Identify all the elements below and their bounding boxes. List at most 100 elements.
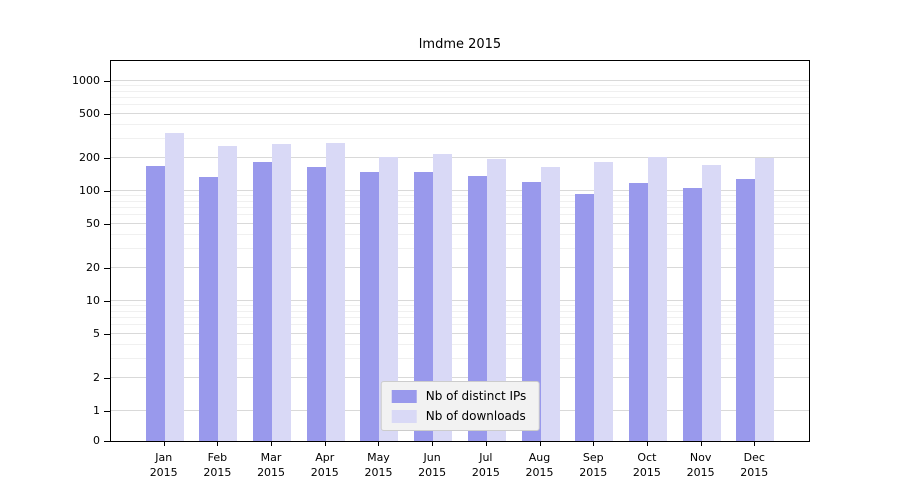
legend-item: Nb of distinct IPs — [391, 389, 527, 403]
x-tick-mark — [700, 442, 702, 446]
bar-distinct-ips-jan — [145, 165, 165, 441]
bar-distinct-ips-sep — [575, 193, 595, 441]
gridline-major — [111, 333, 809, 335]
bar-distinct-ips-feb — [199, 176, 219, 441]
x-tick-label: Aug 2015 — [510, 450, 570, 480]
x-tick-mark — [324, 442, 326, 446]
x-tick-label: Jun 2015 — [402, 450, 462, 480]
gridline-minor — [111, 207, 809, 209]
y-tick-mark — [104, 191, 110, 192]
y-tick-label: 5 — [93, 327, 100, 341]
gridline-minor — [111, 317, 809, 319]
x-tick-year: 2015 — [364, 466, 393, 479]
x-tick-month: Jul — [479, 451, 493, 464]
plot-area: Nb of distinct IPs Nb of downloads — [110, 60, 810, 442]
bar-distinct-ips-aug — [521, 181, 541, 441]
x-tick-label: Mar 2015 — [241, 450, 301, 480]
x-tick-label: Oct 2015 — [617, 450, 677, 480]
y-tick-mark — [104, 114, 110, 116]
x-tick-year: 2015 — [203, 466, 232, 479]
bar-downloads-oct — [647, 156, 667, 441]
bar-distinct-ips-jun — [414, 172, 434, 441]
legend-swatch — [391, 409, 417, 423]
x-tick-month: Jun — [423, 451, 441, 464]
legend-label: Nb of distinct IPs — [425, 389, 527, 403]
chart-title: lmdme 2015 — [418, 37, 502, 52]
x-tick-label: Jan 2015 — [134, 450, 194, 480]
x-tick-month: Nov — [689, 451, 712, 464]
bar-downloads-aug — [540, 167, 560, 441]
x-tick-month: Oct — [637, 451, 657, 464]
y-tick-mark — [104, 301, 110, 302]
y-tick-label: 2 — [93, 370, 100, 384]
gridline-minor — [111, 97, 809, 99]
bar-distinct-ips-may — [360, 172, 380, 441]
x-tick-mark — [646, 442, 648, 446]
y-tick-mark — [104, 411, 110, 412]
x-tick-year: 2015 — [579, 466, 608, 479]
y-tick-label: 1 — [93, 404, 100, 417]
gridline-minor — [111, 200, 809, 202]
x-tick-month: May — [367, 451, 390, 464]
gridline-minor — [111, 214, 809, 216]
gridline-minor — [111, 85, 809, 87]
x-tick-label: Dec 2015 — [724, 450, 784, 480]
y-tick-mark — [104, 377, 110, 379]
y-tick-mark — [104, 224, 110, 226]
x-tick-month: Apr — [315, 451, 335, 464]
x-tick-year: 2015 — [149, 466, 178, 479]
y-tick-label: 100 — [79, 184, 100, 197]
legend-label: Nb of downloads — [425, 409, 526, 423]
gridline-major — [111, 80, 809, 81]
x-tick-year: 2015 — [257, 466, 286, 479]
x-tick-label: Apr 2015 — [295, 450, 355, 480]
x-tick-mark — [593, 442, 595, 446]
x-tick-mark — [378, 442, 380, 446]
y-tick-label: 10 — [86, 294, 100, 307]
bar-downloads-dec — [755, 157, 775, 441]
legend-swatch — [391, 389, 417, 403]
bar-distinct-ips-oct — [628, 183, 648, 441]
x-tick-mark — [485, 442, 487, 446]
legend: Nb of distinct IPs Nb of downloads — [380, 381, 540, 431]
bar-distinct-ips-apr — [306, 167, 326, 441]
x-tick-year: 2015 — [525, 466, 554, 479]
x-tick-mark — [754, 442, 756, 446]
gridline-major — [111, 266, 809, 268]
y-tick-mark — [104, 441, 110, 442]
legend-item: Nb of downloads — [391, 409, 527, 423]
bar-downloads-jul — [486, 159, 506, 441]
x-tick-mark — [163, 442, 165, 446]
gridline-major — [111, 376, 809, 378]
y-tick-label: 50 — [86, 217, 100, 231]
bar-downloads-mar — [272, 143, 292, 441]
y-tick-label: 200 — [79, 150, 100, 164]
gridline-minor — [111, 324, 809, 326]
bar-downloads-may — [379, 156, 399, 441]
bar-downloads-apr — [325, 142, 345, 441]
gridline-minor — [111, 195, 809, 197]
gridline-minor — [111, 137, 809, 139]
x-tick-label: Sep 2015 — [563, 450, 623, 480]
x-tick-month: Sep — [582, 451, 604, 464]
gridline-minor — [111, 343, 809, 345]
y-tick-mark — [104, 334, 110, 336]
x-tick-month: Feb — [207, 451, 228, 464]
x-tick-mark — [271, 442, 273, 446]
gridline-minor — [111, 305, 809, 307]
y-tick-label: 20 — [86, 260, 100, 274]
gridline-minor — [111, 357, 809, 359]
x-tick-month: Mar — [260, 451, 282, 464]
y-tick-label: 1000 — [72, 74, 100, 87]
x-tick-month: Aug — [528, 451, 551, 464]
x-tick-label: May 2015 — [348, 450, 408, 480]
x-tick-label: Feb 2015 — [187, 450, 247, 480]
gridline-major — [111, 190, 809, 191]
x-tick-label: Jul 2015 — [456, 450, 516, 480]
bar-downloads-nov — [701, 165, 721, 441]
gridline-major — [111, 300, 809, 301]
x-tick-month: Jan — [155, 451, 173, 464]
bar-distinct-ips-nov — [682, 187, 702, 441]
gridline-major — [111, 113, 809, 115]
bar-downloads-sep — [594, 162, 614, 441]
